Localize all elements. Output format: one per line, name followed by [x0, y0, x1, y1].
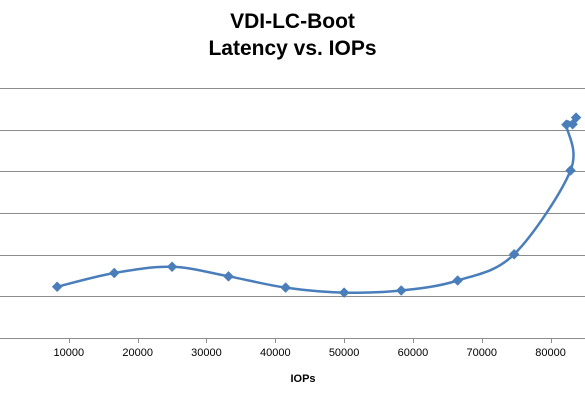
x-tick-label: 80000 [535, 347, 566, 359]
chart-title: VDI-LC-Boot Latency vs. IOPs [0, 8, 585, 62]
data-point-5 [280, 282, 291, 293]
x-tick-label: 60000 [398, 347, 429, 359]
x-tick-label: 40000 [260, 347, 291, 359]
data-point-8 [452, 275, 464, 286]
x-tick-label: 30000 [191, 347, 222, 359]
data-point-3 [166, 261, 178, 273]
series [51, 112, 582, 298]
data-point-9 [508, 248, 520, 260]
data-point-13 [570, 112, 582, 123]
data-point-7 [395, 285, 407, 296]
data-point-4 [223, 270, 234, 282]
x-tick-label: 50000 [329, 347, 360, 359]
data-point-6 [338, 287, 350, 298]
data-point-2 [108, 267, 120, 279]
gridlines [0, 88, 585, 297]
axes [0, 338, 585, 343]
x-tick-label: 20000 [122, 347, 153, 359]
x-axis-title: IOPs [290, 373, 315, 385]
x-tick-label: 10000 [54, 347, 85, 359]
x-tick-labels: 10000 20000 30000 40000 50000 60000 70000 80000 [54, 347, 566, 359]
x-tick-label: 70000 [466, 347, 497, 359]
data-point-1 [51, 281, 63, 293]
chart-title-line1: VDI-LC-Boot [230, 10, 355, 33]
data-point-10 [565, 165, 576, 176]
chart-title-line2: Latency vs. IOPs [208, 37, 377, 60]
series-line [55, 116, 578, 295]
